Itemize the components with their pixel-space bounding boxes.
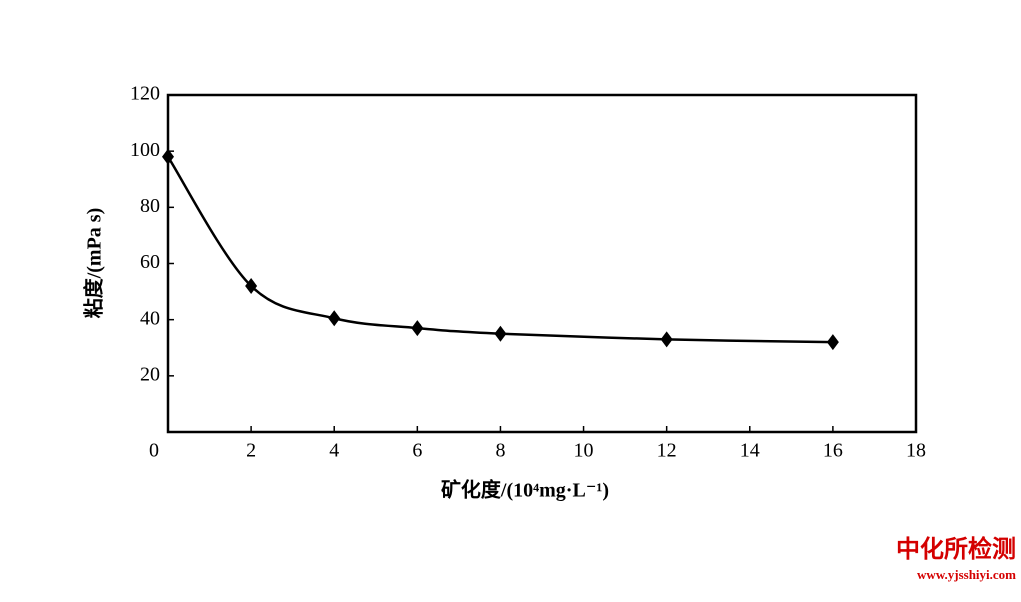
line: [166, 156, 833, 344]
marker: [826, 334, 839, 351]
y-tick-label: 60: [140, 251, 160, 273]
x-tick-label: 8: [495, 440, 505, 462]
x-tick-label: 16: [823, 440, 843, 462]
marker: [162, 148, 174, 165]
y-tick-label: 120: [130, 83, 160, 105]
marker: [494, 325, 507, 342]
y-axis-label: 粘度/(mPa s): [82, 208, 106, 319]
watermark-url: www.yjsshiyi.com: [917, 567, 1016, 582]
x-tick-label: 4: [329, 440, 339, 462]
watermark-name: 中化所检测: [896, 535, 1016, 563]
x-tick-label: 14: [740, 440, 760, 462]
x-axis-label: 矿化度/(10⁴mg·L⁻¹): [441, 478, 609, 502]
y-tick-label: 40: [140, 307, 160, 329]
y-tick-label: 80: [140, 195, 160, 217]
x-tick-label: 2: [246, 440, 256, 462]
y-tick-label: 20: [140, 363, 160, 385]
marker: [328, 310, 341, 327]
x-tick-label: 0: [149, 440, 159, 462]
x-tick-label: 12: [657, 440, 677, 462]
marker: [660, 331, 673, 348]
x-tick-label: 18: [906, 440, 926, 462]
y-tick-label: 100: [130, 139, 160, 161]
marker: [245, 277, 258, 294]
plot-frame: [166, 93, 918, 434]
x-tick-label: 10: [574, 440, 594, 462]
x-tick-label: 6: [412, 440, 422, 462]
marker: [411, 320, 424, 337]
